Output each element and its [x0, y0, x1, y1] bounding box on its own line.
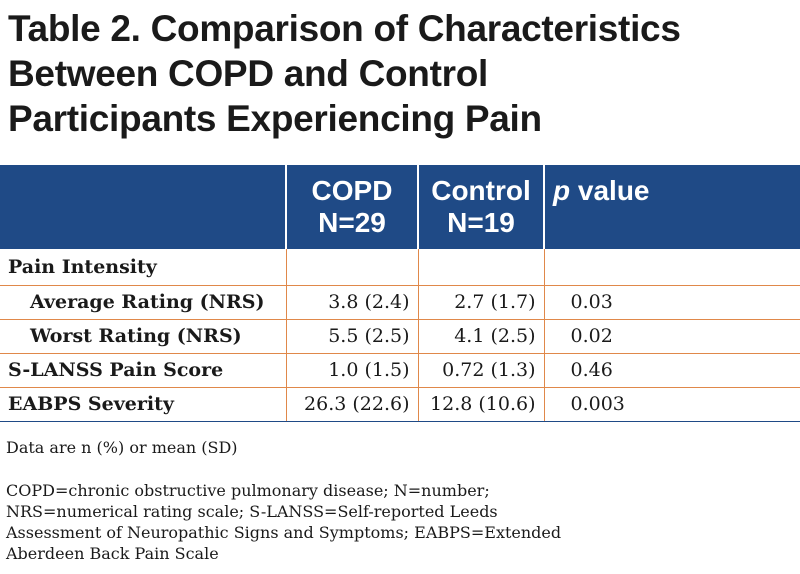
header-p-value-label: p value	[553, 175, 650, 206]
footnote-abbrev-1: COPD=chronic obstructive pulmonary disea…	[6, 481, 490, 500]
control-value: 12.8 (10.6)	[418, 387, 545, 422]
p-value: 0.02	[544, 319, 800, 354]
p-value: 0.46	[544, 353, 800, 388]
p-value: 0.03	[544, 285, 800, 320]
row-label: EABPS Severity	[0, 387, 287, 422]
table-footnotes: Data are n (%) or mean (SD) COPD=chronic…	[6, 437, 796, 564]
header-control: Control N=19	[418, 165, 545, 249]
row-label: Pain Intensity	[0, 249, 287, 286]
footnote-abbrev-2: NRS=numerical rating scale; S-LANSS=Self…	[6, 502, 498, 521]
table-title: Table 2. Comparison of Characteristics B…	[8, 6, 788, 141]
table-row: Average Rating (NRS) 3.8 (2.4) 2.7 (1.7)…	[0, 285, 800, 320]
footnote-data-format: Data are n (%) or mean (SD)	[6, 438, 238, 457]
header-copd-label: COPD	[311, 175, 393, 206]
title-line-1: Table 2. Comparison of Characteristics	[8, 8, 681, 49]
header-row: COPD N=29 Control N=19 p value	[0, 165, 800, 249]
row-label: Worst Rating (NRS)	[0, 319, 287, 354]
table-row: Pain Intensity	[0, 249, 800, 286]
header-control-n: N=19	[447, 207, 515, 238]
header-blank	[0, 165, 287, 249]
copd-value: 1.0 (1.5)	[286, 353, 419, 388]
title-line-3: Participants Experiencing Pain	[8, 98, 542, 139]
title-line-2: Between COPD and Control	[8, 53, 488, 94]
comparison-table: COPD N=29 Control N=19 p value Pain Inte…	[0, 165, 800, 422]
p-value: 0.003	[544, 387, 800, 422]
table-row: Worst Rating (NRS) 5.5 (2.5) 4.1 (2.5) 0…	[0, 319, 800, 354]
control-value	[418, 249, 545, 286]
copd-value: 5.5 (2.5)	[286, 319, 419, 354]
row-label: Average Rating (NRS)	[0, 285, 287, 320]
table-row: S-LANSS Pain Score 1.0 (1.5) 0.72 (1.3) …	[0, 353, 800, 388]
header-copd-n: N=29	[318, 207, 386, 238]
footnote-abbrev-4: Aberdeen Back Pain Scale	[6, 544, 219, 563]
p-value	[544, 249, 800, 286]
header-p-value: p value	[544, 165, 800, 249]
row-label: S-LANSS Pain Score	[0, 353, 287, 388]
header-copd: COPD N=29	[286, 165, 419, 249]
control-value: 4.1 (2.5)	[418, 319, 545, 354]
copd-value	[286, 249, 419, 286]
copd-value: 26.3 (22.6)	[286, 387, 419, 422]
copd-value: 3.8 (2.4)	[286, 285, 419, 320]
table-row: EABPS Severity 26.3 (22.6) 12.8 (10.6) 0…	[0, 387, 800, 422]
footnote-abbrev-3: Assessment of Neuropathic Signs and Symp…	[6, 523, 562, 542]
header-control-label: Control	[431, 175, 531, 206]
control-value: 0.72 (1.3)	[418, 353, 545, 388]
control-value: 2.7 (1.7)	[418, 285, 545, 320]
